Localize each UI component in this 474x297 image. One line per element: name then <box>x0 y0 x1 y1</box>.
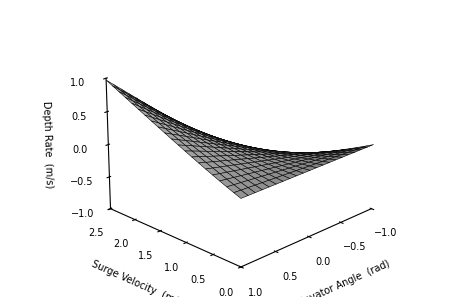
Y-axis label: Surge Velocity  (m/s): Surge Velocity (m/s) <box>90 258 187 297</box>
X-axis label: Elevator Angle  (rad): Elevator Angle (rad) <box>295 258 392 297</box>
